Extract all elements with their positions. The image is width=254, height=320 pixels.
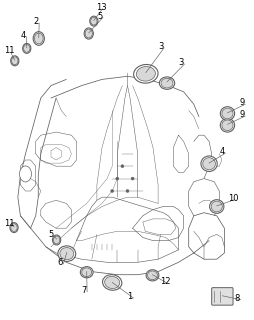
Ellipse shape <box>85 29 92 38</box>
Ellipse shape <box>102 275 121 290</box>
Ellipse shape <box>89 16 98 26</box>
Text: 2: 2 <box>33 17 38 26</box>
Text: 12: 12 <box>160 276 170 285</box>
Ellipse shape <box>104 276 119 289</box>
Ellipse shape <box>82 268 91 276</box>
Ellipse shape <box>52 235 60 245</box>
FancyBboxPatch shape <box>211 288 232 305</box>
Ellipse shape <box>11 56 19 66</box>
Ellipse shape <box>200 156 216 172</box>
Ellipse shape <box>210 201 221 212</box>
Ellipse shape <box>133 65 157 83</box>
Ellipse shape <box>147 271 157 280</box>
Ellipse shape <box>159 77 174 89</box>
Text: 7: 7 <box>81 286 86 295</box>
Text: 9: 9 <box>238 98 244 107</box>
Ellipse shape <box>10 223 18 233</box>
Text: 10: 10 <box>227 194 238 203</box>
Text: 1: 1 <box>127 292 132 301</box>
Text: 11: 11 <box>5 219 15 228</box>
Text: 3: 3 <box>157 42 163 51</box>
Text: 11: 11 <box>5 46 15 55</box>
Ellipse shape <box>24 44 30 52</box>
Text: 9: 9 <box>238 110 244 119</box>
Ellipse shape <box>115 177 118 180</box>
Ellipse shape <box>53 236 59 244</box>
Text: 4: 4 <box>20 31 26 40</box>
Ellipse shape <box>221 120 232 131</box>
Ellipse shape <box>125 189 129 193</box>
Ellipse shape <box>23 44 31 53</box>
Ellipse shape <box>80 267 93 278</box>
Ellipse shape <box>221 108 232 119</box>
Ellipse shape <box>11 224 17 231</box>
Ellipse shape <box>84 28 93 39</box>
Ellipse shape <box>120 165 123 168</box>
Ellipse shape <box>33 32 44 45</box>
Text: 4: 4 <box>218 147 224 156</box>
Ellipse shape <box>60 248 73 260</box>
Text: 8: 8 <box>234 293 239 303</box>
Text: 5: 5 <box>97 12 102 20</box>
Text: 5: 5 <box>48 230 53 239</box>
Text: 3: 3 <box>178 58 183 67</box>
Ellipse shape <box>90 17 97 25</box>
Ellipse shape <box>219 107 234 120</box>
Ellipse shape <box>58 246 75 261</box>
Ellipse shape <box>136 67 155 81</box>
Ellipse shape <box>161 78 172 88</box>
Ellipse shape <box>34 33 43 44</box>
Ellipse shape <box>131 177 134 180</box>
Ellipse shape <box>202 158 215 170</box>
Ellipse shape <box>146 270 158 281</box>
Ellipse shape <box>219 118 234 132</box>
Ellipse shape <box>12 57 18 65</box>
Text: 13: 13 <box>96 3 107 12</box>
Ellipse shape <box>110 189 113 193</box>
Text: 6: 6 <box>57 258 62 267</box>
Ellipse shape <box>19 166 31 182</box>
Ellipse shape <box>209 200 223 213</box>
